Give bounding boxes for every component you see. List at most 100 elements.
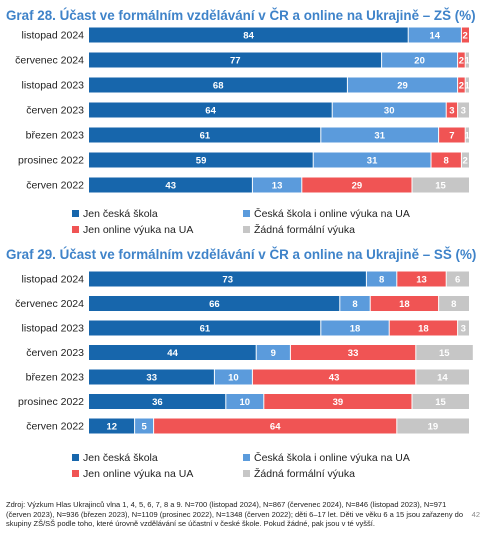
bar-segment: [389, 320, 458, 336]
bar-segment: [89, 345, 257, 360]
data-label: 19: [428, 422, 439, 433]
page-number: 42: [471, 510, 480, 519]
category-label: červen 2022: [26, 421, 84, 433]
data-label: 31: [374, 131, 385, 142]
chart-2-plot: listopad 2024 73 8 13 6 červenec 2024 66 8 18 8 li…: [15, 271, 473, 434]
bar-segment: [370, 296, 439, 311]
bar-segment: [89, 296, 340, 311]
data-label: 61: [200, 131, 211, 142]
data-label: 77: [230, 56, 241, 67]
data-label: 18: [350, 324, 361, 335]
legend-item: Česká škola i online výuka na UA: [243, 208, 410, 220]
data-label: 39: [333, 397, 344, 408]
bar-segment: [89, 152, 314, 168]
bar-segment: [465, 77, 469, 93]
bar-segment: [415, 345, 473, 360]
bar-segment: [465, 52, 469, 68]
bar-segment: [465, 127, 469, 143]
data-label: 9: [271, 348, 276, 359]
legend-swatch: [243, 210, 250, 217]
bar-segment: [412, 177, 469, 193]
legend-swatch: [72, 454, 79, 461]
bar-segment: [332, 102, 447, 118]
bar-segment: [290, 345, 416, 360]
data-label: 6: [455, 275, 460, 286]
data-label: 33: [146, 373, 157, 384]
category-label: listopad 2024: [22, 30, 85, 42]
bar-segment: [457, 52, 466, 68]
data-label: 29: [352, 181, 363, 192]
bar-segment: [381, 52, 458, 68]
bar-segment: [89, 52, 382, 68]
data-label: 36: [152, 397, 163, 408]
category-label: listopad 2023: [22, 323, 85, 335]
data-label: 8: [379, 275, 384, 286]
legend-label: Žádná formální výuka: [254, 468, 355, 480]
data-label: 18: [418, 324, 429, 335]
data-label: 43: [165, 181, 176, 192]
data-label: 2: [459, 81, 464, 92]
data-label: 15: [435, 181, 446, 192]
bar-segment: [366, 271, 397, 287]
category-label: listopad 2023: [22, 80, 85, 92]
data-label: 84: [243, 31, 254, 42]
bar-segment: [89, 271, 367, 287]
legend-swatch: [72, 470, 79, 477]
category-label: červen 2022: [26, 180, 84, 192]
legend-swatch: [243, 454, 250, 461]
bar-segment: [263, 394, 412, 409]
bar-segment: [438, 127, 466, 143]
data-label: 8: [352, 299, 357, 310]
bar-segment: [446, 271, 469, 287]
data-label: 43: [329, 373, 340, 384]
data-label: 1: [464, 131, 470, 142]
bar-segment: [412, 394, 469, 409]
bar-segment: [89, 77, 348, 93]
data-label: 73: [222, 275, 233, 286]
bar-segment: [89, 177, 253, 193]
legend-item: Jen česká škola: [72, 452, 158, 464]
bar-segment: [89, 27, 409, 43]
data-label: 2: [463, 31, 468, 42]
bar-segment: [461, 27, 469, 43]
bar-segment: [89, 369, 215, 385]
bar-segment: [320, 127, 439, 143]
bar-segment: [89, 102, 333, 118]
data-label: 13: [272, 181, 283, 192]
data-label: 12: [107, 422, 118, 433]
bar-segment: [134, 418, 154, 434]
data-label: 1: [464, 81, 470, 92]
data-label: 14: [437, 373, 448, 384]
legend-item: Žádná formální výuka: [243, 468, 355, 480]
legend-label: Jen česká škola: [83, 208, 158, 220]
data-label: 59: [196, 156, 207, 167]
bar-segment: [320, 320, 390, 336]
source-note: Zdroj: Výzkum Hlas Ukrajinců vlna 1, 4, …: [6, 500, 464, 529]
legend-item: Jen česká škola: [72, 208, 158, 220]
legend-item: Jen online výuka na UA: [72, 468, 193, 480]
data-label: 3: [461, 324, 466, 335]
data-label: 13: [416, 275, 427, 286]
bar-segment: [431, 152, 462, 168]
legend-item: Česká škola i online výuka na UA: [243, 452, 410, 464]
bar-segment: [457, 102, 469, 118]
data-label: 68: [213, 81, 224, 92]
category-label: prosinec 2022: [18, 155, 84, 167]
data-label: 14: [430, 31, 441, 42]
data-label: 31: [367, 156, 378, 167]
bar-segment: [89, 320, 321, 336]
data-label: 3: [449, 106, 454, 117]
data-label: 15: [439, 348, 450, 359]
data-label: 1: [464, 56, 470, 67]
bar-segment: [89, 418, 135, 434]
legend-label: Jen online výuka na UA: [83, 224, 194, 236]
data-label: 30: [384, 106, 395, 117]
chart-1-title: Graf 28. Účast ve formálním vzdělávání v…: [6, 8, 476, 23]
legend-label: Česká škola i online výuka na UA: [254, 208, 410, 220]
chart-1-legend: Jen česká škola Česká škola i online výuk…: [0, 208, 487, 244]
chart-2-title: Graf 29. Účast ve formálním vzdělávání v…: [6, 247, 477, 262]
legend-label: Česká škola i online výuka na UA: [254, 452, 410, 464]
category-label: listopad 2024: [22, 274, 85, 286]
bar-segment: [446, 102, 458, 118]
legend-label: Jen česká škola: [83, 452, 158, 464]
